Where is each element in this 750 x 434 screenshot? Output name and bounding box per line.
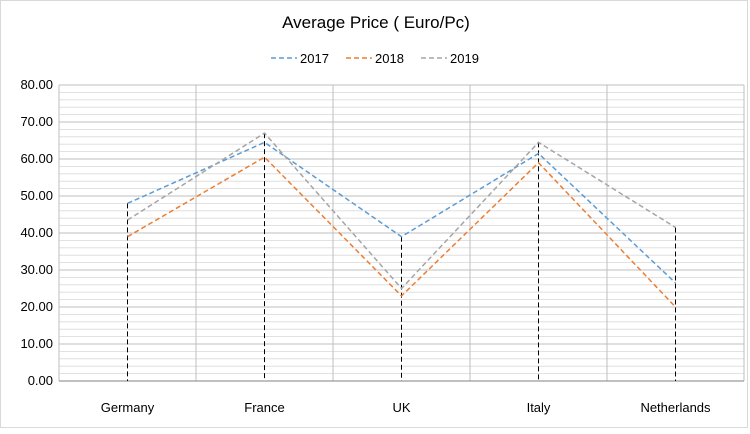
x-category-label: France: [244, 400, 284, 415]
y-tick-label: 50.00: [20, 188, 53, 203]
chart-title: Average Price ( Euro/Pc): [282, 13, 470, 32]
legend-label-2018: 2018: [375, 51, 404, 66]
y-tick-label: 20.00: [20, 299, 53, 314]
x-axis: Germany France UK Italy Netherlands: [101, 400, 711, 415]
legend-label-2017: 2017: [300, 51, 329, 66]
y-tick-label: 80.00: [20, 77, 53, 92]
y-tick-label: 70.00: [20, 114, 53, 129]
chart-legend: 2017 2018 2019: [271, 51, 479, 66]
x-category-label: Italy: [527, 400, 551, 415]
y-tick-label: 60.00: [20, 151, 53, 166]
y-tick-label: 40.00: [20, 225, 53, 240]
y-tick-label: 0.00: [28, 373, 53, 388]
y-tick-label: 30.00: [20, 262, 53, 277]
legend-label-2019: 2019: [450, 51, 479, 66]
x-category-label: Netherlands: [640, 400, 711, 415]
x-category-label: Germany: [101, 400, 155, 415]
x-category-label: UK: [392, 400, 410, 415]
y-tick-label: 10.00: [20, 336, 53, 351]
